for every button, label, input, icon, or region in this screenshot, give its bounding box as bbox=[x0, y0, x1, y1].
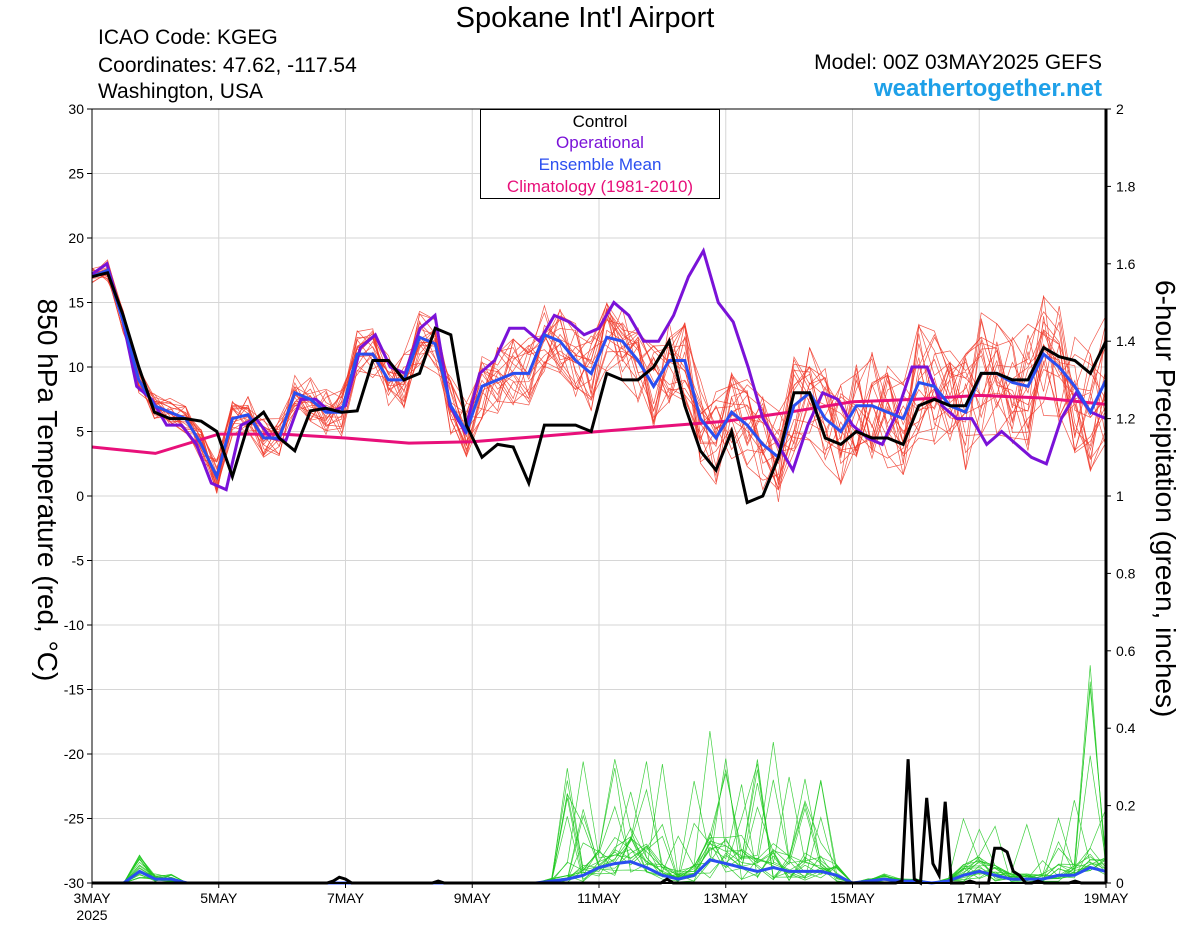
temp-mean-line bbox=[91, 268, 1108, 481]
y-tick-label: 30 bbox=[68, 101, 84, 117]
x-tick-label: 5MAY bbox=[200, 890, 238, 906]
x-tick-label: 13MAY bbox=[703, 890, 749, 906]
temp-member-line bbox=[91, 270, 1107, 483]
x-tick-label: 9MAY bbox=[454, 890, 492, 906]
y-axis-label-left: 850 hPa Temperature (red, °C) bbox=[32, 298, 63, 682]
y-tick-label: -5 bbox=[72, 553, 85, 569]
coordinates: Coordinates: 47.62, -117.54 bbox=[98, 54, 357, 77]
site-link[interactable]: weathertogether.net bbox=[873, 75, 1102, 102]
grid bbox=[91, 108, 1107, 884]
y-tick-label: 0 bbox=[76, 488, 84, 504]
temp-member-line bbox=[91, 272, 1107, 485]
y2-tick-label: 1.6 bbox=[1116, 256, 1136, 272]
y2-tick-label: 1.2 bbox=[1116, 411, 1136, 427]
y-tick-label: 10 bbox=[68, 359, 84, 375]
y-tick-label: -10 bbox=[64, 617, 84, 633]
y2-tick-label: 0.6 bbox=[1116, 643, 1136, 659]
legend: Control Operational Ensemble Mean Climat… bbox=[480, 109, 720, 199]
icao-code: ICAO Code: KGEG bbox=[98, 26, 278, 49]
x-tick-label: 17MAY bbox=[957, 890, 1003, 906]
legend-operational: Operational bbox=[556, 133, 644, 152]
axes bbox=[87, 108, 1111, 888]
y2-tick-label: 1.4 bbox=[1116, 333, 1136, 349]
y2-tick-label: 0 bbox=[1116, 875, 1124, 891]
y-tick-label: 20 bbox=[68, 230, 84, 246]
tick-labels: 302520151050-5-10-15-20-25-3021.81.61.41… bbox=[64, 101, 1136, 923]
y-tick-label: 5 bbox=[76, 424, 84, 440]
y-tick-label: -30 bbox=[64, 875, 84, 891]
page-title: Spokane Int'l Airport bbox=[455, 2, 715, 34]
y2-tick-label: 0.8 bbox=[1116, 565, 1136, 581]
y2-tick-label: 1.8 bbox=[1116, 178, 1136, 194]
y2-tick-label: 0.2 bbox=[1116, 798, 1136, 814]
x-tick-label: 15MAY bbox=[830, 890, 876, 906]
x-tick-label: 3MAY bbox=[73, 890, 111, 906]
y2-tick-label: 2 bbox=[1116, 101, 1124, 117]
legend-ensemble-mean: Ensemble Mean bbox=[538, 155, 662, 174]
y-tick-label: -25 bbox=[64, 811, 84, 827]
x-tick-label: 7MAY bbox=[327, 890, 365, 906]
y2-tick-label: 1 bbox=[1116, 488, 1124, 504]
legend-control: Control bbox=[572, 112, 628, 131]
y2-tick-label: 0.4 bbox=[1116, 720, 1136, 736]
temp-member-line bbox=[91, 268, 1107, 463]
y-tick-label: 25 bbox=[68, 166, 84, 182]
y-axis-label-right: 6-hour Precipitation (green, inches) bbox=[1150, 280, 1181, 718]
y-tick-label: 15 bbox=[68, 295, 84, 311]
y-tick-label: -15 bbox=[64, 682, 84, 698]
x-tick-label: 19MAY bbox=[1084, 890, 1130, 906]
x-tick-label: 11MAY bbox=[577, 890, 621, 906]
temp-control-line bbox=[91, 271, 1108, 505]
model-run: Model: 00Z 03MAY2025 GEFS bbox=[814, 51, 1102, 74]
temp-member-line bbox=[91, 260, 1107, 492]
legend-climatology: Climatology (1981-2010) bbox=[506, 177, 694, 196]
location: Washington, USA bbox=[98, 80, 263, 103]
temp-operational-line bbox=[91, 247, 1107, 492]
y-tick-label: -20 bbox=[64, 746, 84, 762]
temp-member-line bbox=[91, 272, 1107, 491]
x-tick-year: 2025 bbox=[76, 907, 107, 923]
